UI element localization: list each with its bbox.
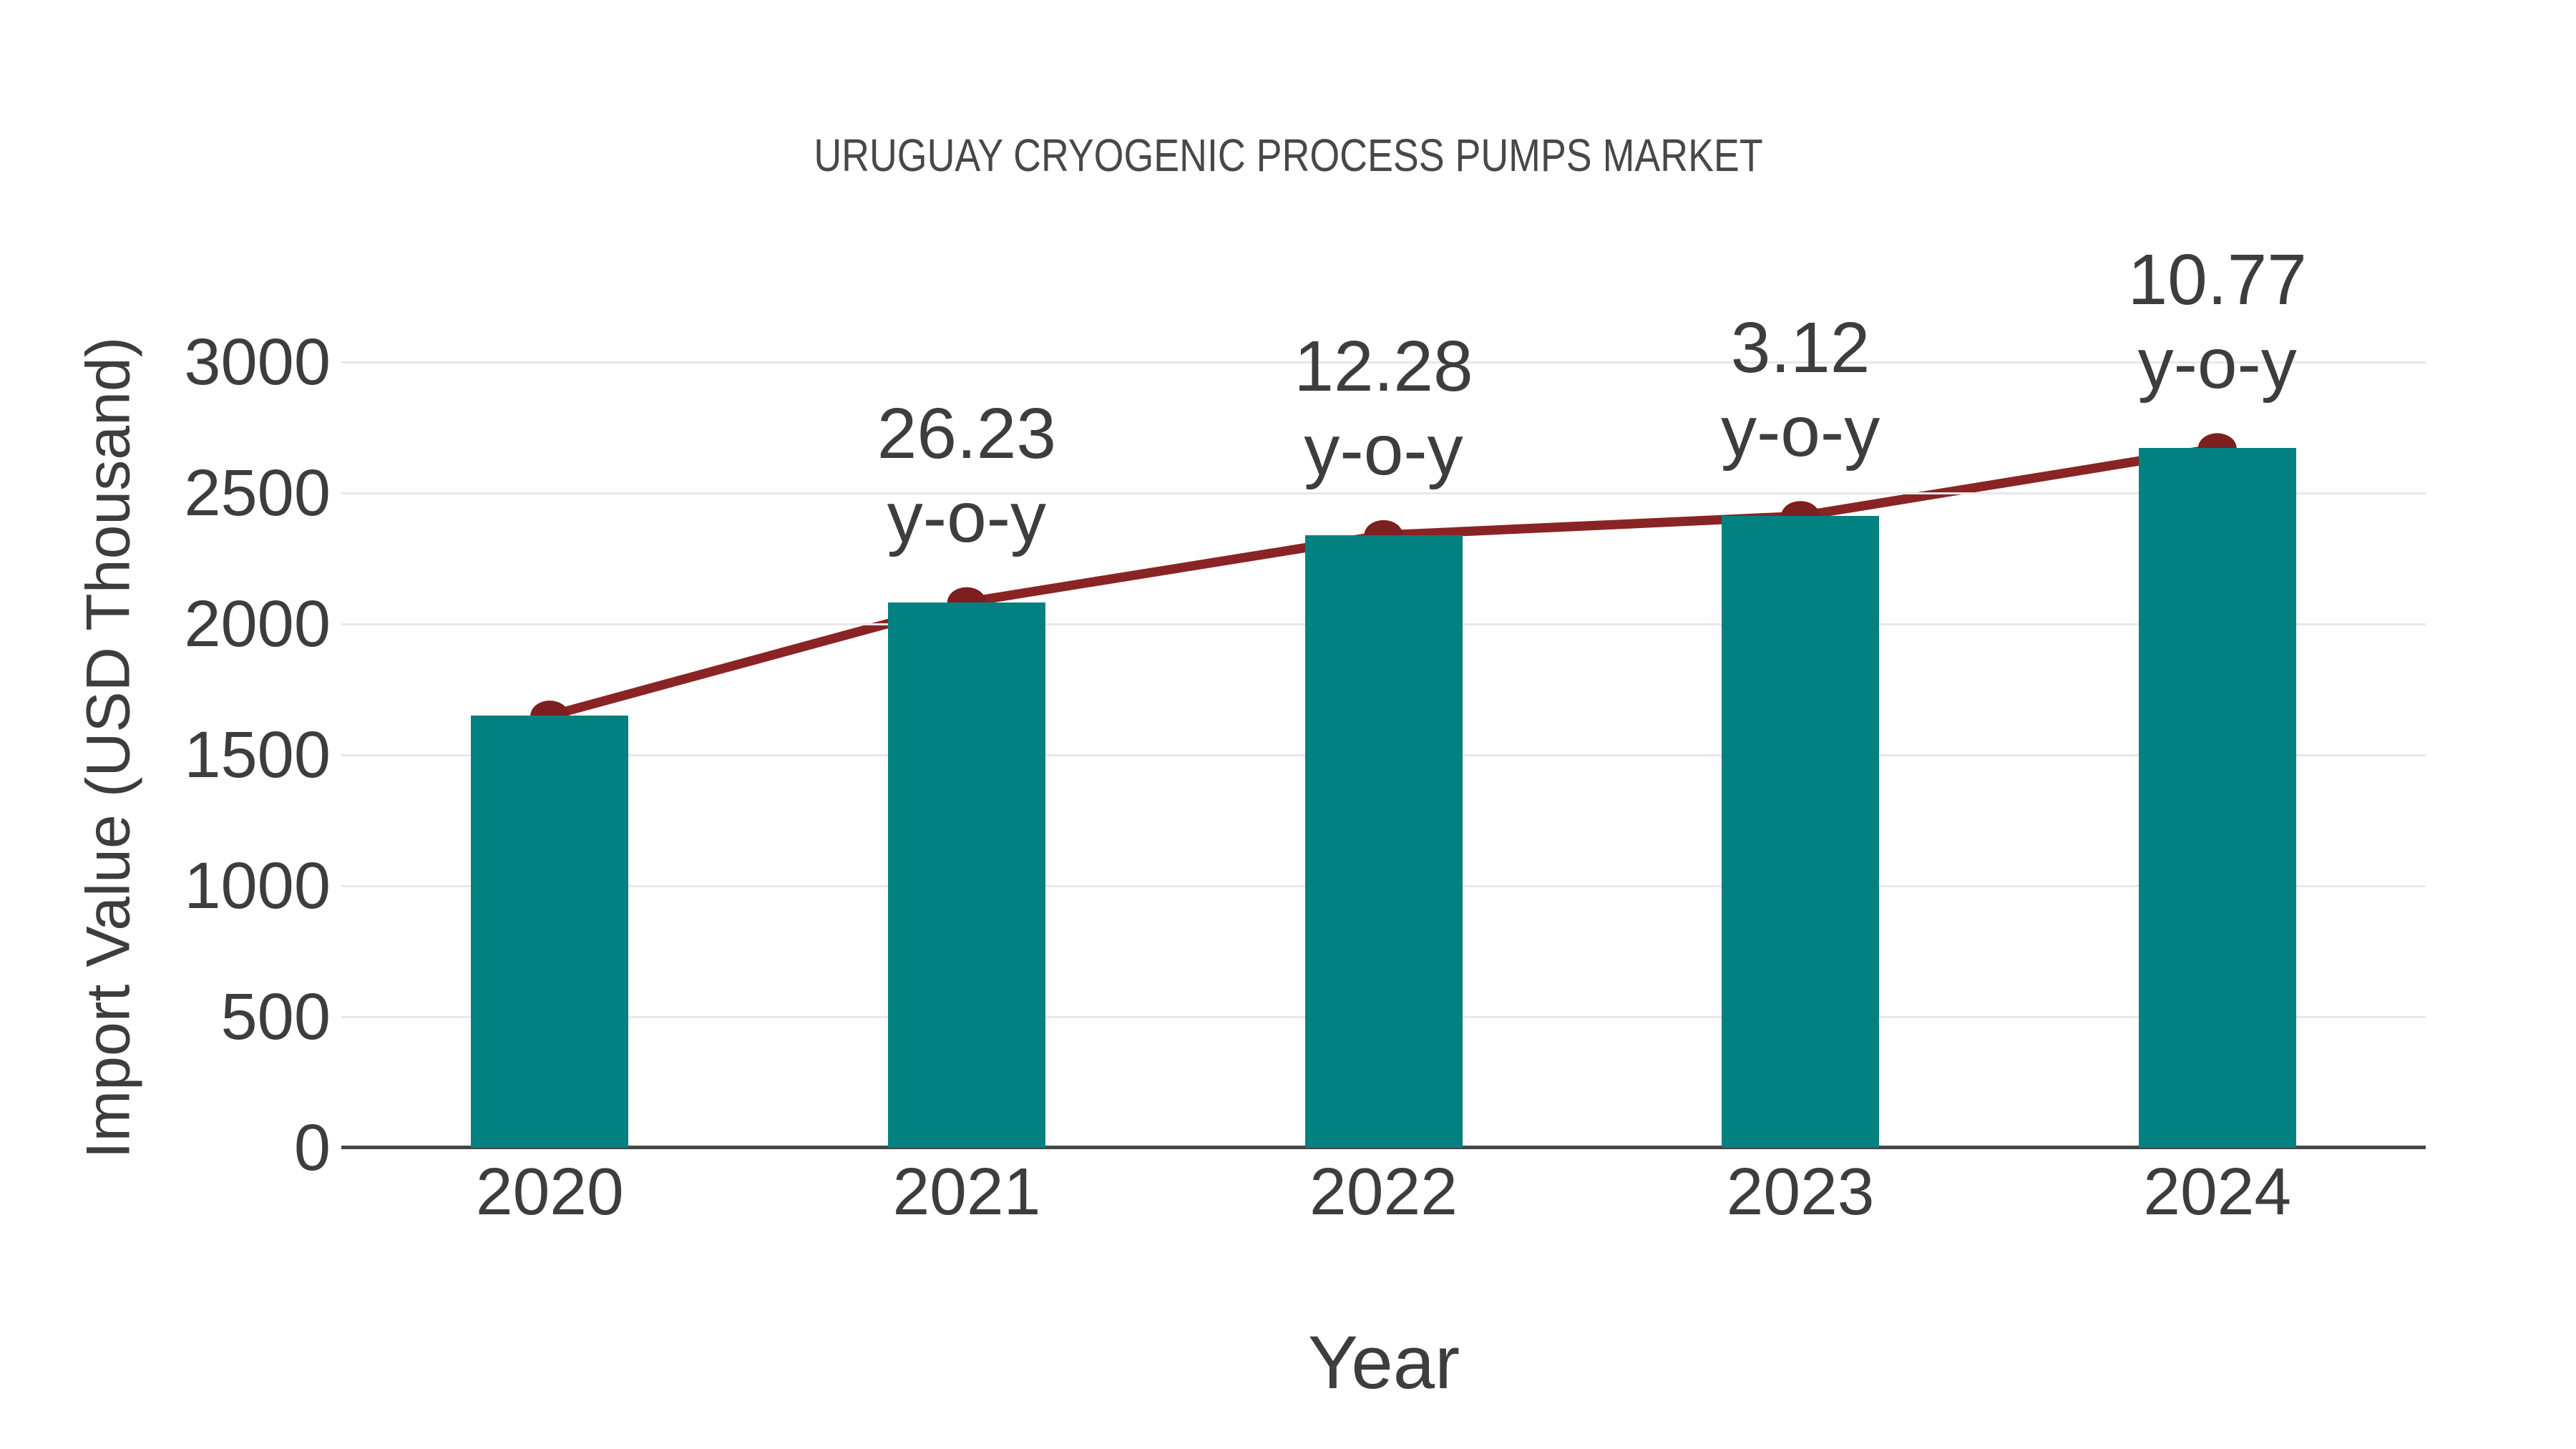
bar-2021 [887, 602, 1045, 1148]
x-tick-label-2020: 2020 [475, 1154, 624, 1229]
annotation-label: y-o-y [2137, 323, 2297, 404]
x-tick-label-2021: 2021 [892, 1154, 1041, 1229]
annotation-label: y-o-y [1720, 391, 1880, 472]
annotation-label: y-o-y [1304, 410, 1463, 491]
y-tick-label-0: 0 [293, 1111, 331, 1184]
y-tick-label-1500: 1500 [184, 718, 331, 791]
y-tick-label-2500: 2500 [184, 457, 331, 530]
plot-area [341, 361, 2426, 1149]
annotation-2024: 10.77 y-o-y [1967, 238, 2468, 406]
annotation-value: 12.28 [1294, 326, 1473, 407]
y-tick-label-1000: 1000 [184, 849, 331, 922]
annotation-value: 3.12 [1730, 307, 1870, 388]
bar-2023 [1722, 516, 1880, 1148]
y-tick-label-2000: 2000 [184, 587, 331, 660]
y-tick-label-500: 500 [220, 980, 331, 1053]
annotation-label: y-o-y [887, 477, 1046, 558]
bar-2022 [1304, 535, 1463, 1148]
annotation-value: 26.23 [877, 394, 1057, 474]
gridline-3000 [341, 361, 2426, 364]
annotation-value: 10.77 [2127, 239, 2307, 320]
chart-title-text: URUGUAY CRYOGENIC PROCESS PUMPS MARKET [813, 130, 1763, 181]
bar-2020 [471, 716, 629, 1148]
gridline-2500 [341, 492, 2426, 494]
chart-title: URUGUAY CRYOGENIC PROCESS PUMPS MARKET [0, 127, 2576, 184]
annotation-2022: 12.28 y-o-y [1133, 325, 1634, 492]
x-tick-label-2022: 2022 [1309, 1154, 1458, 1229]
y-tick-label-3000: 3000 [184, 326, 331, 399]
x-tick-label-2023: 2023 [1726, 1154, 1875, 1229]
annotation-2021: 26.23 y-o-y [716, 392, 1217, 560]
x-tick-label-2024: 2024 [2143, 1154, 2292, 1229]
bar-2024 [2138, 448, 2296, 1148]
annotation-2023: 3.12 y-o-y [1550, 306, 2051, 474]
x-axis-title: Year [1307, 1321, 1460, 1405]
